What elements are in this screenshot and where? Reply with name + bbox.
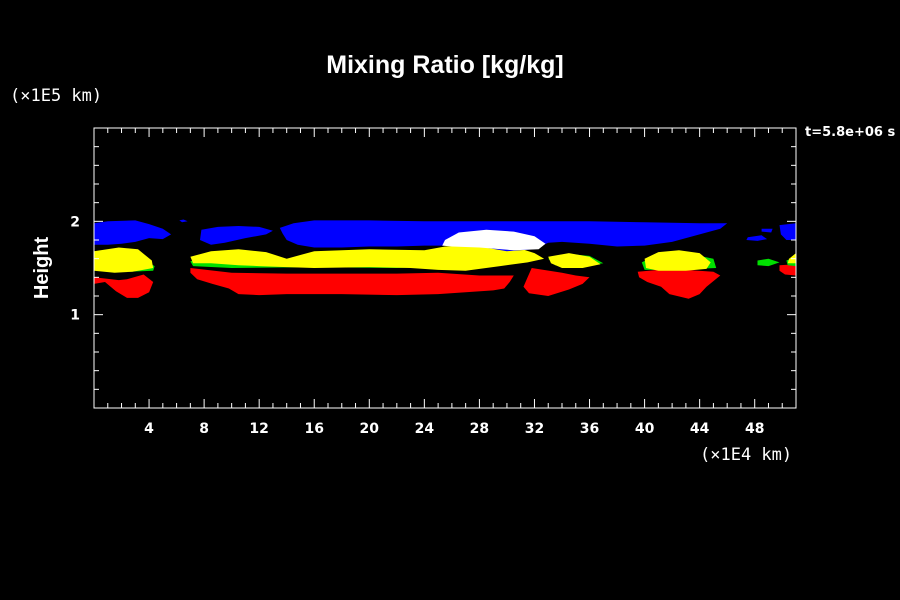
chart-title: Mixing Ratio [kg/kg] bbox=[326, 51, 564, 79]
contour-region bbox=[523, 268, 590, 296]
contour-region bbox=[94, 274, 154, 298]
contour-region bbox=[200, 226, 273, 245]
y-tick-labels: 12 bbox=[70, 214, 80, 323]
x-tick-label: 44 bbox=[690, 421, 710, 437]
x-tick-label: 8 bbox=[199, 421, 209, 437]
contour-region bbox=[190, 268, 514, 296]
x-tick-label: 20 bbox=[360, 421, 380, 437]
contour-region bbox=[442, 229, 546, 251]
time-label: t=5.8e+06 s bbox=[805, 125, 895, 140]
contour-region bbox=[94, 220, 172, 245]
x-tick-label: 24 bbox=[415, 421, 435, 437]
x-tick-label: 32 bbox=[525, 421, 544, 437]
contour-region bbox=[761, 228, 773, 233]
x-tick-label: 36 bbox=[580, 421, 599, 437]
x-tick-label: 28 bbox=[470, 421, 489, 437]
x-tick-label: 12 bbox=[249, 421, 268, 437]
contour-region bbox=[94, 247, 154, 273]
y-tick-label: 2 bbox=[70, 214, 80, 230]
x-unit-label: (×1E4 km) bbox=[700, 445, 792, 465]
contour-region bbox=[179, 219, 188, 223]
contour-region bbox=[779, 223, 796, 240]
y-unit-label: (×1E5 km) bbox=[10, 86, 102, 106]
contour-region bbox=[637, 269, 721, 299]
plot-axes bbox=[93, 127, 797, 409]
y-axis-label: Height bbox=[31, 237, 53, 300]
contour-region bbox=[779, 264, 796, 276]
x-tick-label: 16 bbox=[304, 421, 323, 437]
y-tick-label: 1 bbox=[70, 308, 80, 324]
x-tick-labels: 4 8 12 16 20 24 28 32 36 40 44 48 bbox=[144, 421, 764, 437]
contour-region bbox=[548, 253, 601, 268]
x-tick-label: 48 bbox=[745, 421, 764, 437]
contour-region bbox=[746, 235, 768, 241]
plot-frame bbox=[93, 127, 797, 409]
contour-region bbox=[644, 250, 711, 271]
contour-region bbox=[190, 244, 545, 271]
contour-region bbox=[757, 258, 780, 267]
contour-fills bbox=[94, 219, 796, 299]
x-tick-label: 4 bbox=[144, 421, 154, 437]
x-tick-label: 40 bbox=[635, 421, 655, 437]
